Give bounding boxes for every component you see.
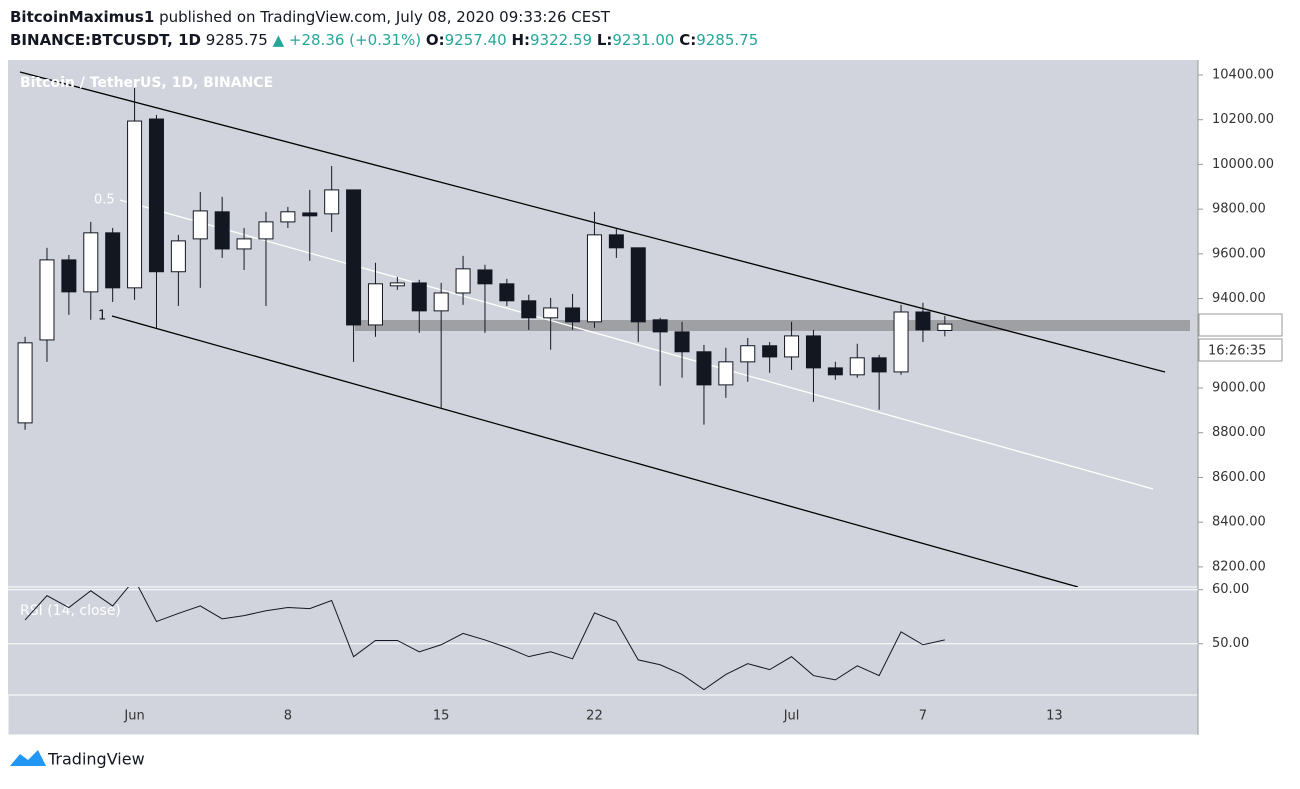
candle-body [258,221,274,240]
y-tick-label: 8400.00 [1212,515,1266,530]
fib-label: 0.5 [94,193,115,208]
candle-body [148,118,164,273]
symbol: BINANCE:BTCUSDT, 1D [10,31,201,49]
candle-body [499,283,515,302]
ohlc-value: 9257.40 [445,31,507,49]
y-tick-label: 10000.00 [1212,157,1274,172]
candle-body [805,335,821,369]
candle-body [236,238,252,250]
channel-top [19,71,1166,373]
candles [17,87,953,430]
rsi-title: RSI (14, close) [20,603,121,619]
logo [10,750,46,766]
chart-title: Bitcoin / TetherUS, 1D, BINANCE [20,75,273,91]
ohlc-value: 9231.00 [612,31,674,49]
header-line1: BitcoinMaximus1 published on TradingView… [10,8,611,26]
candle-body [192,210,208,240]
x-tick-label: 13 [1046,709,1063,724]
candle-body [521,300,537,319]
candle-body [915,311,931,331]
candle-body [389,282,405,287]
candle-body [827,367,843,376]
candle-body [280,211,296,223]
fib-label: 1 [98,309,106,324]
candle-body [302,212,318,217]
x-tick-label: 7 [919,709,927,724]
candle-body [214,211,230,250]
time-axis [7,694,1199,736]
candle-body [937,323,953,331]
support-zone [355,320,1190,331]
y-tick-label: 8200.00 [1212,559,1266,574]
candle-body [477,269,493,285]
x-tick-label: 8 [284,709,292,724]
ohlc-label: C: [679,31,696,49]
candle-body [455,268,471,294]
candle-body [608,234,624,249]
candle-body [762,345,778,358]
candle-body [740,345,756,363]
ohlc-label: H: [511,31,530,49]
candle-body [543,307,559,319]
ohlc-value: 9322.59 [530,31,592,49]
candle-body [83,232,99,293]
x-tick-label: 22 [586,709,603,724]
y-tick-label: 8800.00 [1212,425,1266,440]
countdown: 16:26:35 [1208,344,1266,359]
candle-body [718,361,734,386]
price: 9285.75 [206,31,268,49]
price-axis [1198,60,1290,735]
candle-body [105,232,121,289]
rsi [8,587,1198,691]
candle-body [127,120,143,289]
ohlc-value: 9285.75 [696,31,758,49]
y-tick-label: 50.00 [1212,636,1249,651]
candle-body [652,319,668,333]
candle-body [849,357,865,376]
countdown-tag [1198,338,1283,362]
candle-body [565,307,581,323]
change: ▲ +28.36 (+0.31%) [273,31,422,49]
candle-body [61,259,77,293]
drawings [19,71,1190,587]
candle-body [39,259,55,341]
y-tick-label: 9400.00 [1212,291,1266,306]
candle-body [871,357,887,373]
candle-body [784,335,800,358]
y-tick-label: 9000.00 [1212,381,1266,396]
ohlc-label: O: [426,31,445,49]
candle-body [674,331,690,353]
y-tick-label: 9800.00 [1212,202,1266,217]
author: BitcoinMaximus1 [10,8,154,26]
published: published on TradingView.com, July 08, 2… [159,8,611,26]
channel-bottom [111,315,1079,587]
y-tick-label: 9600.00 [1212,246,1266,261]
candle-body [893,311,909,373]
ohlc-label: L: [597,31,613,49]
x-tick-label: Jul [783,709,800,724]
candle-body [324,189,340,215]
y-tick-label: 60.00 [1212,582,1249,597]
y-tick-label: 10200.00 [1212,112,1274,127]
candle-body [170,240,186,273]
candle-body [367,283,383,326]
candle-body [433,292,449,312]
rsi-line [24,587,945,691]
candle-body [696,351,712,386]
channel-mid [119,199,1154,490]
brand: TradingView [47,750,145,769]
candle-body [411,282,427,312]
y-tick-label: 8600.00 [1212,470,1266,485]
y-tick-label: 10400.00 [1212,67,1274,82]
x-tick-label: 15 [433,709,450,724]
chart-area [8,60,1290,735]
header-line2: BINANCE:BTCUSDT, 1D 9285.75 ▲ +28.36 (+0… [10,31,758,49]
candle-body [586,234,602,323]
x-tick-label: Jun [123,709,144,724]
candle-body [346,189,362,326]
price-tag [1198,313,1283,337]
candle-body [17,342,33,424]
candle-body [630,247,646,323]
